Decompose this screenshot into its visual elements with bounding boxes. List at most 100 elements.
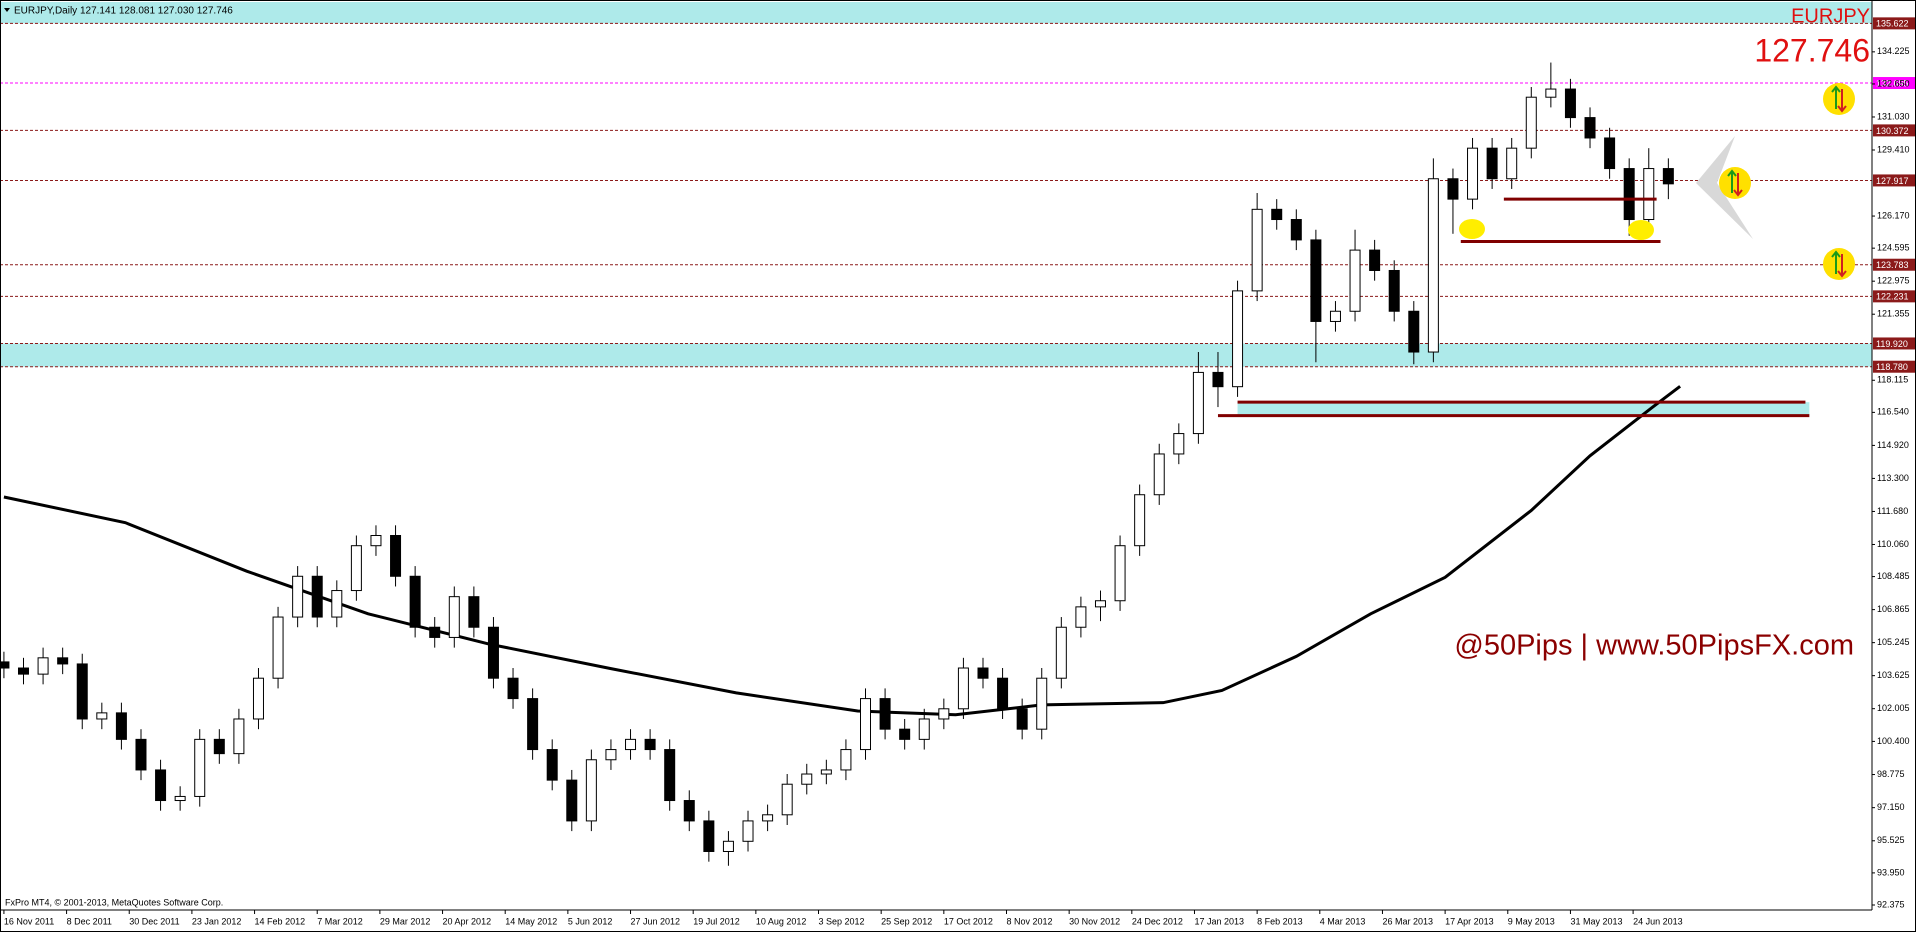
candle-body xyxy=(1427,178,1439,353)
candle-body xyxy=(1349,249,1361,312)
y-tick-label: 92.375 xyxy=(1877,899,1905,909)
x-tick-label: 24 Jun 2013 xyxy=(1633,916,1683,926)
candle-body xyxy=(1584,117,1596,139)
level-label: 118.780 xyxy=(1876,362,1908,372)
x-tick-label: 8 Feb 2013 xyxy=(1257,916,1303,926)
candle-body xyxy=(155,769,167,802)
candle-body xyxy=(1036,677,1048,730)
candle-body xyxy=(664,749,676,802)
icon-circle xyxy=(1823,83,1855,115)
candle-body xyxy=(860,698,872,751)
candle-body xyxy=(1564,88,1576,119)
level-box xyxy=(1873,258,1915,271)
x-tick-label: 3 Sep 2012 xyxy=(819,916,865,926)
icon-circle xyxy=(1823,248,1855,280)
candle-body xyxy=(918,718,930,740)
y-tick-label: 132.650 xyxy=(1877,78,1910,88)
y-tick-label: 124.595 xyxy=(1877,243,1910,253)
candles xyxy=(0,62,1674,866)
y-tick-label: 102.005 xyxy=(1877,703,1910,713)
candle-body xyxy=(37,657,49,675)
level-label: 135.622 xyxy=(1876,19,1909,29)
candle-body xyxy=(781,783,793,816)
level-label: 122.231 xyxy=(1876,292,1909,302)
candle-body xyxy=(840,749,852,771)
y-tick-label: 122.975 xyxy=(1877,276,1910,286)
candle-body xyxy=(0,661,10,669)
level-box xyxy=(1873,124,1915,137)
candle-body xyxy=(213,738,225,755)
candle-body xyxy=(1329,310,1341,322)
y-tick-label: 106.865 xyxy=(1877,604,1910,614)
candle-body xyxy=(1604,137,1616,170)
level-label: 130.372 xyxy=(1876,126,1909,136)
candle-body xyxy=(1290,219,1302,241)
candle-body xyxy=(429,626,441,638)
x-tick-label: 9 May 2013 xyxy=(1508,916,1555,926)
level-label: 119.920 xyxy=(1876,339,1908,349)
candle-body xyxy=(605,749,617,761)
candle-body xyxy=(370,535,382,547)
candle-body xyxy=(448,596,460,638)
candle-body xyxy=(683,800,695,822)
y-tick-label: 114.920 xyxy=(1877,440,1909,450)
candle-body xyxy=(468,596,480,628)
candle-body xyxy=(507,677,519,700)
candle-body xyxy=(1173,433,1185,455)
candle-body xyxy=(1271,208,1283,221)
candle-body xyxy=(57,657,69,665)
candle-body xyxy=(1192,371,1204,435)
x-tick-label: 5 Jun 2012 xyxy=(568,916,613,926)
candle-body xyxy=(135,738,147,771)
y-tick-label: 103.625 xyxy=(1877,670,1910,680)
highlight xyxy=(1628,220,1654,240)
level-label: 132.695 xyxy=(1876,78,1909,88)
candle-body xyxy=(1310,239,1322,322)
icon-arrow xyxy=(1837,89,1847,113)
candle-body xyxy=(1486,147,1498,180)
zone xyxy=(1237,402,1810,416)
level-label: 127.917 xyxy=(1876,176,1909,186)
candle-body xyxy=(17,667,29,675)
y-tick-label: 126.170 xyxy=(1877,210,1910,220)
candle-body xyxy=(1545,88,1557,98)
x-tick-label: 27 Jun 2012 xyxy=(631,916,681,926)
candle-body xyxy=(762,814,774,822)
level-box xyxy=(1873,174,1915,187)
candle-body xyxy=(644,738,656,751)
highlight xyxy=(1459,219,1485,239)
x-tick-label: 30 Nov 2012 xyxy=(1069,916,1120,926)
candle-body xyxy=(194,738,206,797)
candle-body xyxy=(1134,494,1146,547)
candle-body xyxy=(938,708,950,720)
x-tick-label: 24 Dec 2012 xyxy=(1132,916,1183,926)
icon-arrow xyxy=(1831,250,1841,274)
y-tick-label: 93.950 xyxy=(1877,867,1905,877)
x-tick-label: 25 Sep 2012 xyxy=(881,916,932,926)
y-tick-label: 111.680 xyxy=(1877,506,1908,516)
x-tick-label: 30 Dec 2011 xyxy=(129,916,179,926)
x-tick-label: 14 Feb 2012 xyxy=(255,916,306,926)
menu-arrow xyxy=(4,8,10,12)
candle-body xyxy=(722,840,734,852)
candle-body xyxy=(546,749,558,781)
candle-body xyxy=(1232,290,1244,388)
level-box xyxy=(1873,290,1915,303)
icon-arrow xyxy=(1831,85,1841,109)
copyright: FxPro MT4, © 2001-2013, MetaQuotes Softw… xyxy=(5,897,223,907)
candle-body xyxy=(566,779,578,822)
level-box xyxy=(1873,77,1915,90)
candle-body xyxy=(1623,168,1635,221)
y-tick-label: 118.115 xyxy=(1877,375,1908,385)
x-tick-label: 17 Oct 2012 xyxy=(944,916,993,926)
candle-body xyxy=(527,698,539,751)
candle-body xyxy=(1369,249,1381,271)
candle-body xyxy=(585,759,597,822)
candle-body xyxy=(174,795,186,802)
x-tick-label: 17 Jan 2013 xyxy=(1194,916,1244,926)
candle-body xyxy=(76,663,88,720)
icon-arrow xyxy=(1837,254,1847,278)
signal-icon xyxy=(1823,83,1855,115)
x-tick-label: 16 Nov 2011 xyxy=(4,916,54,926)
candle-body xyxy=(1016,708,1028,730)
